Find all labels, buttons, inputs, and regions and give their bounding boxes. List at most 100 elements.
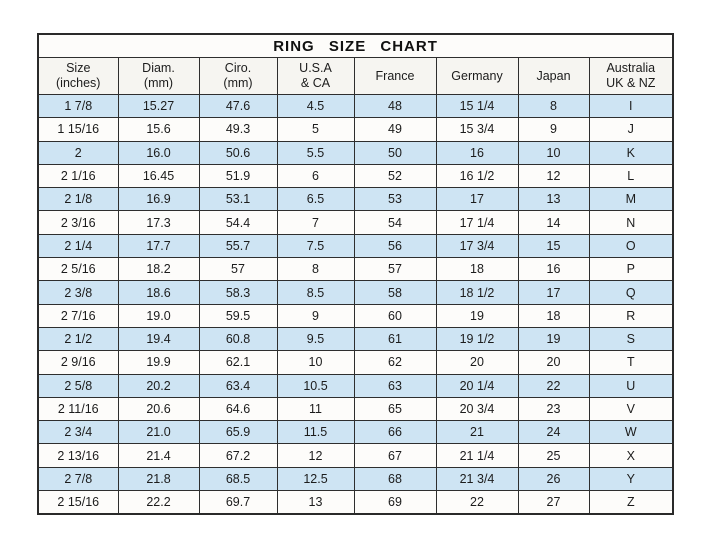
table-body: 1 7/8 15.27 47.6 4.5 48 15 1/4 8 I 1 15/16 15.6 49…	[37, 93, 674, 515]
table-cell-france: 57	[353, 257, 437, 282]
table-cell-size-inches: 2 3/4	[37, 420, 119, 445]
table-cell-germany: 18 1/2	[435, 280, 519, 305]
table-cell-size-inches: 2 1/2	[37, 326, 119, 352]
table-cell-diam-mm: 16.0	[117, 140, 200, 165]
table-cell-ciro-mm: 53.1	[198, 187, 278, 212]
table-cell-usa-ca: 9.5	[276, 326, 355, 352]
table-cell-usa-ca: 6	[276, 163, 355, 189]
table-cell-france: 53	[353, 187, 437, 212]
table-cell-usa-ca: 8.5	[276, 280, 355, 305]
table-cell-diam-mm: 15.27	[117, 93, 200, 119]
table-cell-australia-uk-nz: L	[588, 163, 674, 189]
table-cell-germany: 20 3/4	[435, 396, 519, 422]
table-cell-size-inches: 2 1/8	[37, 187, 119, 212]
table-cell-japan: 19	[517, 326, 590, 352]
table-cell-ciro-mm: 58.3	[198, 280, 278, 305]
table-cell-ciro-mm: 57	[198, 257, 278, 282]
table-cell-japan: 10	[517, 140, 590, 165]
table-cell-australia-uk-nz: P	[588, 257, 674, 282]
table-row: 2 16.0 50.6 5.5 50 16 10 K	[37, 140, 674, 165]
table-cell-ciro-mm: 54.4	[198, 210, 278, 235]
table-cell-size-inches: 1 7/8	[37, 93, 119, 119]
table-cell-usa-ca: 5	[276, 117, 355, 142]
table-cell-size-inches: 2 3/16	[37, 210, 119, 235]
table-row: 2 11/16 20.6 64.6 11 65 20 3/4 23 V	[37, 396, 674, 422]
table-cell-germany: 21	[435, 420, 519, 445]
table-row: 2 15/16 22.2 69.7 13 69 22 27 Z	[37, 490, 674, 515]
table-row: 1 7/8 15.27 47.6 4.5 48 15 1/4 8 I	[37, 93, 674, 119]
table-cell-size-inches: 1 15/16	[37, 117, 119, 142]
table-cell-france: 56	[353, 233, 437, 259]
table-cell-australia-uk-nz: N	[588, 210, 674, 235]
column-header-ciro-mm: Ciro. (mm)	[198, 57, 278, 95]
table-cell-diam-mm: 20.2	[117, 373, 200, 398]
table-cell-australia-uk-nz: O	[588, 233, 674, 259]
table-cell-australia-uk-nz: Q	[588, 280, 674, 305]
table-cell-australia-uk-nz: S	[588, 326, 674, 352]
table-cell-germany: 20 1/4	[435, 373, 519, 398]
table-cell-australia-uk-nz: Z	[588, 490, 674, 515]
chart-title: RING SIZE CHART	[37, 33, 674, 58]
table-cell-germany: 15 1/4	[435, 93, 519, 119]
table-cell-germany: 21 1/4	[435, 443, 519, 468]
table-cell-japan: 17	[517, 280, 590, 305]
table-cell-diam-mm: 17.7	[117, 233, 200, 259]
table-cell-usa-ca: 7.5	[276, 233, 355, 259]
table-cell-australia-uk-nz: W	[588, 420, 674, 445]
table-cell-japan: 25	[517, 443, 590, 468]
table-cell-usa-ca: 10	[276, 350, 355, 375]
column-header-australia-uk-nz: Australia UK & NZ	[588, 57, 674, 95]
table-cell-germany: 20	[435, 350, 519, 375]
table-cell-australia-uk-nz: U	[588, 373, 674, 398]
table-cell-germany: 17 3/4	[435, 233, 519, 259]
table-cell-australia-uk-nz: I	[588, 93, 674, 119]
table-cell-japan: 14	[517, 210, 590, 235]
column-header-germany: Germany	[435, 57, 519, 95]
header-row: Size (inches) Diam. (mm) Ciro. (mm) U.S.A & CA F…	[37, 57, 674, 95]
table-cell-japan: 9	[517, 117, 590, 142]
table-row: 2 7/16 19.0 59.5 9 60 19 18 R	[37, 303, 674, 328]
table-cell-australia-uk-nz: M	[588, 187, 674, 212]
table-cell-japan: 20	[517, 350, 590, 375]
table-cell-japan: 26	[517, 466, 590, 492]
table-cell-diam-mm: 21.8	[117, 466, 200, 492]
table-row: 2 7/8 21.8 68.5 12.5 68 21 3/4 26 Y	[37, 466, 674, 492]
table-cell-size-inches: 2 1/4	[37, 233, 119, 259]
table-cell-japan: 18	[517, 303, 590, 328]
table-cell-size-inches: 2 1/16	[37, 163, 119, 189]
table-cell-diam-mm: 16.9	[117, 187, 200, 212]
table-cell-ciro-mm: 68.5	[198, 466, 278, 492]
table-cell-size-inches: 2 7/16	[37, 303, 119, 328]
table-cell-size-inches: 2 5/8	[37, 373, 119, 398]
table-cell-germany: 16 1/2	[435, 163, 519, 189]
column-header-diam-mm: Diam. (mm)	[117, 57, 200, 95]
table-cell-japan: 13	[517, 187, 590, 212]
table-cell-australia-uk-nz: R	[588, 303, 674, 328]
table-row: 2 3/4 21.0 65.9 11.5 66 21 24 W	[37, 420, 674, 445]
table-cell-size-inches: 2 9/16	[37, 350, 119, 375]
title-row: RING SIZE CHART	[37, 33, 674, 58]
table-cell-ciro-mm: 64.6	[198, 396, 278, 422]
table-cell-size-inches: 2	[37, 140, 119, 165]
table-cell-germany: 18	[435, 257, 519, 282]
table-cell-australia-uk-nz: X	[588, 443, 674, 468]
table-cell-diam-mm: 19.9	[117, 350, 200, 375]
table-cell-australia-uk-nz: Y	[588, 466, 674, 492]
table-cell-japan: 22	[517, 373, 590, 398]
table-cell-france: 49	[353, 117, 437, 142]
table-cell-size-inches: 2 11/16	[37, 396, 119, 422]
table-cell-ciro-mm: 49.3	[198, 117, 278, 142]
table-cell-france: 65	[353, 396, 437, 422]
table-cell-france: 50	[353, 140, 437, 165]
table-cell-diam-mm: 16.45	[117, 163, 200, 189]
table-cell-diam-mm: 17.3	[117, 210, 200, 235]
column-header-japan: Japan	[517, 57, 590, 95]
table-cell-usa-ca: 11	[276, 396, 355, 422]
table-cell-usa-ca: 12.5	[276, 466, 355, 492]
table-cell-ciro-mm: 47.6	[198, 93, 278, 119]
table-cell-size-inches: 2 15/16	[37, 490, 119, 515]
table-cell-france: 58	[353, 280, 437, 305]
table-cell-diam-mm: 15.6	[117, 117, 200, 142]
table-row: 2 1/2 19.4 60.8 9.5 61 19 1/2 19 S	[37, 326, 674, 352]
